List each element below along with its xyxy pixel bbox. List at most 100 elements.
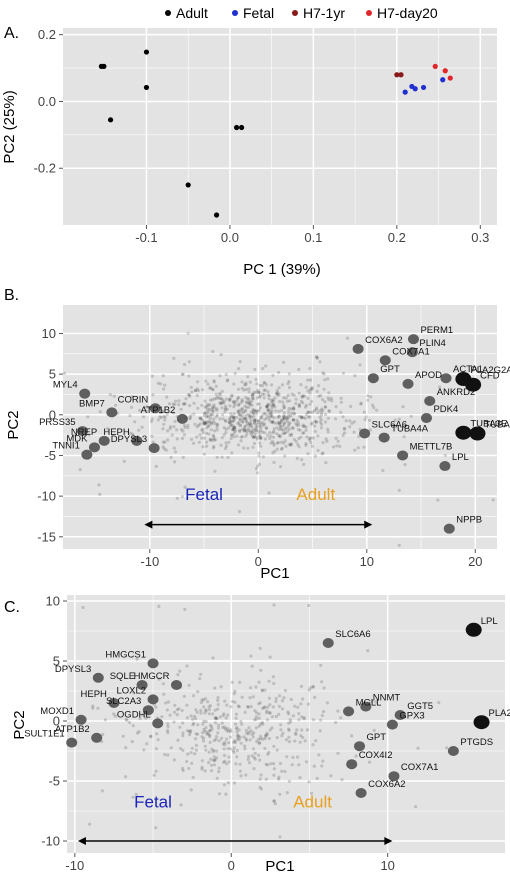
b-cloud-point — [300, 416, 304, 420]
panel-b-genes: PERM1PLIN4COX6A2COX7A1ACTA1APODGPTANKRD2… — [39, 325, 510, 534]
b-cloud-point — [275, 392, 279, 396]
c-cloud-point — [249, 729, 253, 733]
b-cloud-point — [244, 413, 248, 417]
b-cloud-point — [397, 488, 401, 492]
b-y-tick-label: -5 — [44, 448, 56, 463]
c-cloud-point — [277, 712, 281, 717]
b-cloud-point — [443, 453, 447, 457]
c-cloud-point — [206, 700, 210, 704]
c-cloud-point — [251, 695, 255, 699]
c-cloud-point — [135, 731, 139, 735]
c-cloud-point — [286, 710, 290, 714]
c-cloud-point — [127, 720, 132, 725]
c-cloud-point — [145, 742, 149, 746]
c-cloud-point — [91, 704, 95, 708]
b-cloud-point — [284, 396, 288, 400]
b-cloud-point — [227, 426, 231, 430]
b-cloud-point — [198, 433, 202, 437]
c-gene-label: SULT1E1 — [24, 729, 64, 740]
c-cloud-point — [196, 690, 200, 694]
b-cloud-point — [201, 427, 205, 431]
b-cloud-point — [262, 392, 266, 396]
b-cloud-point — [282, 406, 286, 410]
b-cloud-point — [266, 403, 270, 407]
b-cloud-point — [172, 356, 176, 360]
b-cloud-point — [359, 402, 363, 406]
c-cloud-point — [247, 726, 251, 730]
b-cloud-point — [291, 426, 295, 430]
c-cloud-point — [91, 706, 95, 710]
b-cloud-point — [204, 405, 208, 409]
b-cloud-point — [318, 420, 322, 424]
panel-c-genes: LPLSLC6A6NNMTMGLLGGT5GPX3PLA2G2APTGDSGPT… — [24, 616, 510, 798]
b-cloud-point — [255, 396, 260, 400]
b-cloud-point — [272, 404, 276, 408]
c-cloud-point — [190, 746, 194, 750]
c-cloud-point — [154, 769, 158, 773]
b-cloud-point — [177, 403, 181, 407]
b-cloud-point — [267, 394, 271, 398]
b-cloud-point — [267, 408, 271, 412]
b-cloud-point — [213, 438, 218, 442]
b-cloud-point — [319, 426, 323, 430]
c-gene-label: HMGCR — [134, 671, 170, 682]
c-cloud-point — [203, 769, 207, 773]
b-cloud-point — [203, 411, 207, 415]
b-cloud-point — [327, 391, 331, 395]
c-cloud-point — [319, 663, 323, 668]
c-cloud-point — [208, 740, 212, 745]
panel-b-label: B. — [4, 287, 19, 304]
b-cloud-point — [403, 463, 407, 467]
a-y-tick-label: 0.0 — [38, 94, 56, 109]
b-cloud-point — [258, 441, 262, 445]
c-cloud-point — [262, 706, 266, 710]
c-cloud-point — [234, 712, 239, 716]
b-cloud-point — [166, 429, 170, 433]
c-cloud-point — [260, 688, 264, 692]
c-cloud-point — [216, 731, 220, 735]
b-cloud-point — [233, 429, 237, 433]
b-cloud-point — [348, 425, 352, 429]
b-cloud-point — [289, 414, 293, 418]
b-cloud-point — [193, 422, 197, 426]
b-cloud-point — [183, 485, 187, 489]
b-cloud-point — [312, 409, 316, 413]
b-cloud-point — [257, 454, 261, 458]
b-cloud-point — [299, 399, 303, 403]
b-cloud-point — [259, 415, 263, 419]
b-cloud-point — [293, 412, 297, 416]
b-cloud-point — [299, 435, 303, 439]
a-x-tick-label: -0.1 — [135, 230, 157, 245]
b-cloud-point — [211, 409, 215, 413]
c-cloud-point — [258, 741, 262, 745]
c-cloud-point — [188, 733, 192, 737]
b-cloud-point — [251, 395, 255, 399]
b-cloud-point — [267, 415, 271, 419]
b-cloud-point — [339, 400, 343, 404]
a-x-tick-label: 0.0 — [221, 230, 239, 245]
b-cloud-point — [323, 420, 327, 424]
b-cloud-point — [235, 434, 239, 438]
c-cloud-point — [258, 758, 262, 762]
c-cloud-point — [235, 730, 239, 734]
b-cloud-point — [220, 436, 224, 440]
b-cloud-point — [131, 433, 135, 437]
c-cloud-point — [215, 749, 219, 753]
c-cloud-point — [320, 713, 324, 718]
c-cloud-point — [224, 762, 229, 766]
c-cloud-point — [252, 756, 256, 760]
c-cloud-point — [201, 698, 205, 702]
b-cloud-point — [249, 432, 253, 437]
b-cloud-point — [248, 422, 252, 426]
c-cloud-point — [112, 712, 116, 716]
b-cloud-point — [168, 427, 172, 431]
c-y-tick-label: 5 — [53, 654, 60, 669]
c-cloud-point — [208, 704, 212, 708]
c-cloud-point — [437, 701, 441, 705]
b-cloud-point — [240, 414, 244, 418]
b-cloud-point — [273, 409, 278, 413]
b-cloud-point — [352, 420, 356, 424]
b-cloud-point — [292, 405, 296, 410]
b-cloud-point — [263, 417, 267, 422]
b-cloud-point — [195, 435, 199, 439]
